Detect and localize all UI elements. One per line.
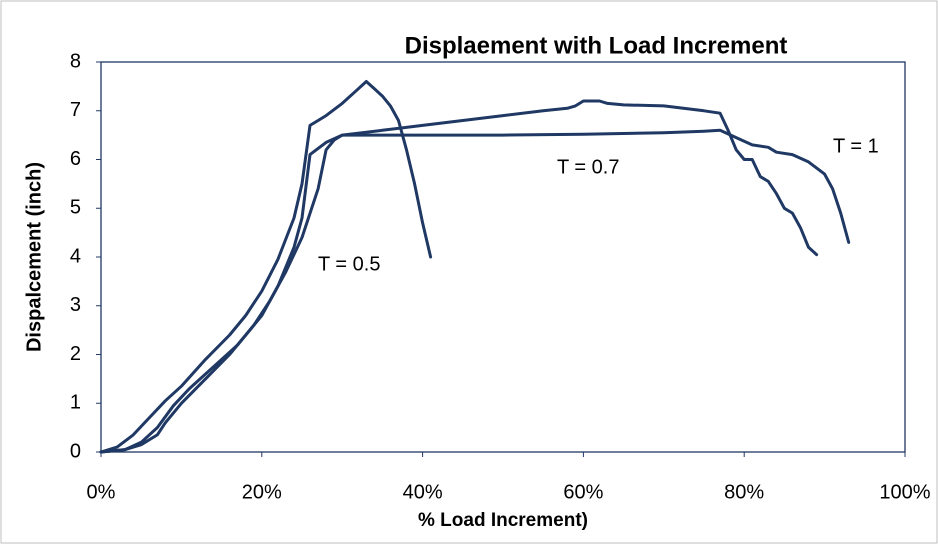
y-tick-label: 4 — [70, 245, 81, 267]
x-tick-label: 80% — [724, 481, 764, 503]
chart-title: Displaement with Load Increment — [405, 32, 788, 59]
y-tick-label: 6 — [70, 148, 81, 170]
y-tick-label: 1 — [70, 392, 81, 414]
x-tick-label: 40% — [403, 481, 443, 503]
x-axis-label: % Load Increment) — [418, 510, 588, 531]
x-tick-label: 20% — [242, 481, 282, 503]
x-tick-label: 100% — [879, 481, 930, 503]
y-tick-label: 5 — [70, 197, 81, 219]
y-tick-label: 0 — [70, 440, 81, 462]
x-tick-label: 60% — [563, 481, 603, 503]
series-label: T = 0.7 — [557, 156, 619, 178]
x-tick-label: 0% — [87, 481, 116, 503]
series-label: T = 0.5 — [318, 253, 380, 275]
y-tick-label: 2 — [70, 343, 81, 365]
y-tick-label: 7 — [70, 99, 81, 121]
series-line — [99, 128, 851, 454]
y-tick-label: 8 — [70, 50, 81, 72]
y-tick-label: 3 — [70, 294, 81, 316]
y-axis-label: Dispalcement (inch) — [23, 162, 45, 352]
series-label: T = 1 — [833, 135, 879, 157]
series-line — [99, 80, 433, 454]
